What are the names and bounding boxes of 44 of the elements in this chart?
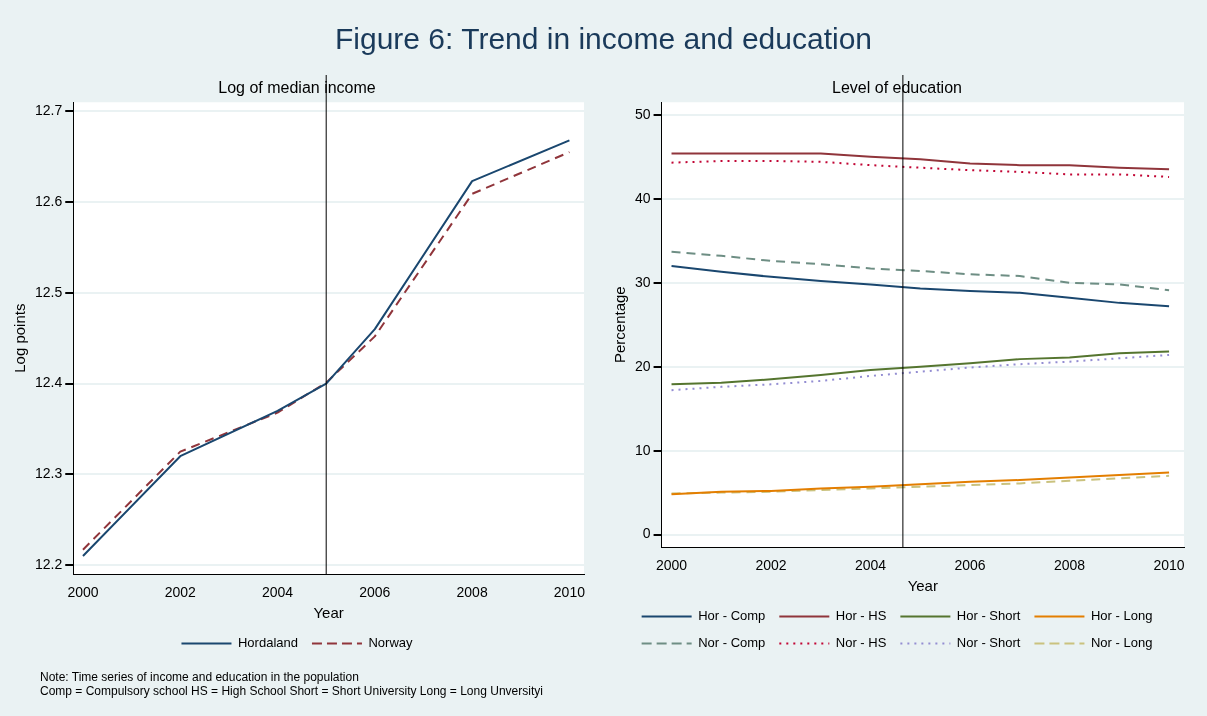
legend-label: Norway (368, 635, 414, 651)
y-tick-label: 0 (642, 525, 651, 542)
y-axis-title: Log points (11, 303, 29, 373)
x-tick-label: 2000 (67, 584, 99, 601)
x-tick-label: 2004 (261, 584, 294, 601)
y-tick-label: 12.2 (35, 555, 63, 572)
y-tick-label: 12.4 (35, 374, 63, 391)
line-series (670, 353, 1171, 392)
y-tick-label: 12.5 (35, 283, 63, 300)
x-tick-label: 2008 (456, 584, 488, 601)
legend-label: Hordaland (237, 635, 298, 651)
legend-label: Nor - Long (1090, 635, 1153, 651)
y-axis-title: Percentage (611, 286, 629, 364)
legend-label: Nor - HS (835, 635, 887, 651)
legend-label: Nor - Short (956, 635, 1021, 651)
x-tick-label: 2000 (655, 557, 688, 574)
line-series (670, 250, 1171, 292)
y-tick-label: 12.3 (35, 465, 63, 482)
x-tick-label: 2010 (1153, 557, 1185, 574)
y-tick-label: 12.7 (35, 102, 63, 119)
x-tick-label: 2004 (854, 557, 887, 574)
y-tick-label: 50 (634, 105, 651, 122)
x-tick-label: 2006 (954, 557, 986, 574)
text: Comp = Compulsory school HS = High School Short = Short University Long = Long Unversityi (40, 684, 543, 698)
text: Figure 6: Trend in income and education (334, 22, 873, 56)
x-tick-label: 2002 (755, 557, 787, 574)
x-tick-label: 2006 (359, 584, 391, 601)
legend-label: Nor - Comp (698, 635, 766, 651)
x-tick-label: 2002 (164, 584, 197, 601)
y-tick-label: 10 (634, 441, 651, 458)
y-tick-label: 40 (634, 189, 651, 206)
legend-label: Hor - Long (1090, 608, 1153, 624)
text: Note: Time series of income and education in the population (40, 670, 360, 684)
y-tick-label: 12.6 (35, 192, 63, 209)
x-axis-title: Year (313, 604, 344, 622)
x-axis-title: Year (907, 577, 938, 595)
line-series (670, 159, 1171, 178)
y-tick-label: 30 (634, 273, 651, 290)
x-tick-label: 2010 (553, 584, 586, 601)
legend-label: Hor - Comp (698, 608, 766, 624)
y-tick-label: 20 (634, 357, 651, 374)
legend-label: Hor - HS (835, 608, 887, 624)
x-tick-label: 2008 (1053, 557, 1086, 574)
legend-label: Hor - Short (956, 608, 1021, 624)
